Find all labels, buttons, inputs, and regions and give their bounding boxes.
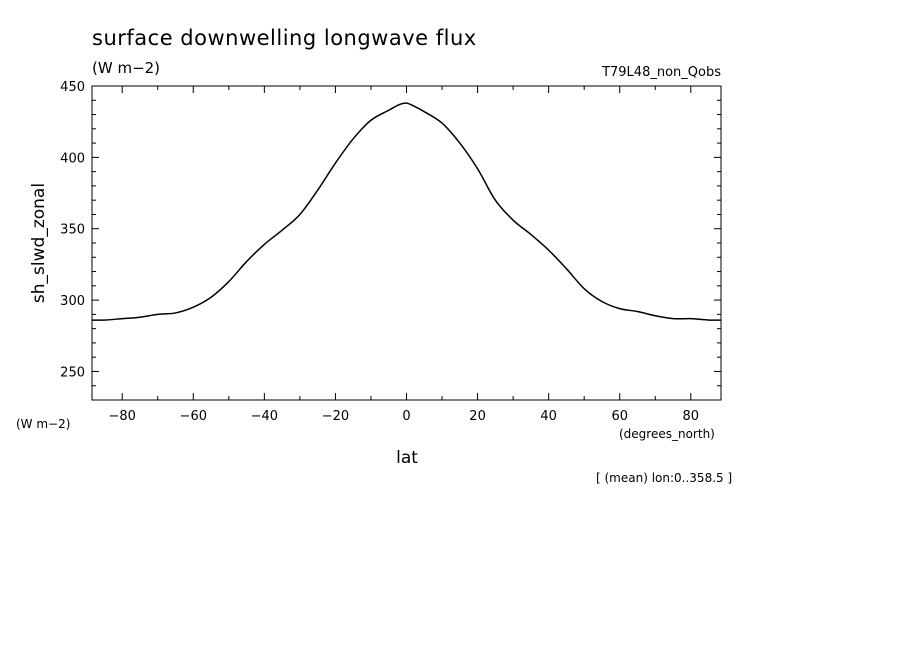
series-line — [91, 102, 722, 321]
x-tick-label: 60 — [611, 409, 628, 424]
chart-title: surface downwelling longwave flux — [92, 26, 477, 50]
x-axis-ticks: −80 −60 −40 −20 0 20 40 60 80 — [108, 86, 699, 424]
y-axis-label: sh_slwd_zonal — [29, 183, 49, 303]
x-tick-label: −20 — [322, 409, 349, 424]
x-tick-label: −60 — [180, 409, 207, 424]
run-name: T79L48_non_Qobs — [601, 65, 721, 80]
x-tick-label: −80 — [108, 409, 135, 424]
x-tick-label: −40 — [251, 409, 278, 424]
y-axis-units: (W m−2) — [16, 417, 70, 431]
y-tick-label: 300 — [60, 294, 85, 309]
y-tick-label: 400 — [60, 151, 85, 166]
y-axis-ticks: 250 300 350 400 450 — [60, 80, 721, 387]
x-axis-units: (degrees_north) — [619, 427, 715, 441]
y-tick-label: 250 — [60, 365, 85, 380]
x-tick-label: 80 — [683, 409, 700, 424]
x-axis-label: lat — [396, 448, 418, 468]
y-tick-label: 350 — [60, 223, 85, 238]
x-tick-label: 40 — [540, 409, 557, 424]
y-tick-label: 450 — [60, 80, 85, 95]
x-tick-label: 0 — [402, 409, 410, 424]
chart-units: (W m−2) — [92, 59, 160, 77]
plot-frame — [91, 85, 722, 401]
x-tick-label: 20 — [469, 409, 486, 424]
averaging-note: [ (mean) lon:0..358.5 ] — [596, 471, 732, 485]
